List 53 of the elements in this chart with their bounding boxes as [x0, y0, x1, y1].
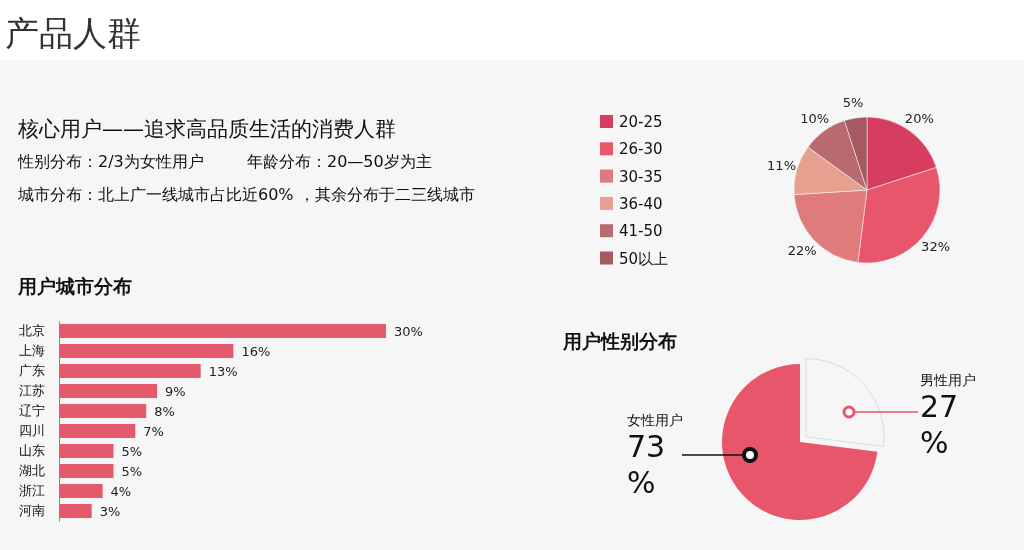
bar [59, 504, 92, 518]
legend-label: 20-25 [619, 113, 663, 131]
data-label: 11% [767, 157, 796, 173]
data-label: 32% [921, 239, 951, 255]
data-label: 73% [627, 429, 666, 500]
data-label: 7% [143, 423, 164, 439]
bar [59, 344, 234, 358]
legend-label: 30-35 [619, 167, 663, 186]
text: 年龄分布：20—50岁为主 [247, 152, 432, 171]
y-tick-label: 浙江 [19, 483, 45, 499]
legend-label: 36-40 [619, 194, 663, 213]
y-tick-label: 河南 [19, 503, 45, 519]
legend-label: 50以上 [619, 249, 669, 268]
data-label: 3% [99, 503, 121, 519]
y-tick-label: 辽宁 [19, 403, 45, 419]
data-label: 5% [121, 463, 143, 479]
data-label: 13% [208, 363, 238, 379]
y-tick-label: 广东 [19, 363, 45, 379]
y-tick-label: 四川 [19, 423, 45, 439]
y-tick-label: 山东 [19, 443, 45, 459]
data-label: 30% [394, 323, 423, 339]
data-label: 22% [787, 243, 817, 259]
data-label: 9% [165, 383, 186, 399]
data-label: 5% [842, 94, 864, 110]
text: 核心用户——追求高品质生活的消费人群 [17, 117, 396, 141]
chart-title: 用户城市分布 [17, 275, 132, 297]
bar [59, 324, 386, 338]
bar [59, 464, 114, 478]
data-label: 8% [154, 403, 175, 419]
data-label: 4% [110, 483, 132, 499]
y-tick-label: 湖北 [19, 463, 45, 479]
data-label: 16% [241, 343, 271, 359]
legend-label: 26-30 [619, 140, 663, 159]
data-label: 10% [800, 110, 830, 126]
bar [59, 384, 158, 398]
bar [59, 404, 147, 418]
data-label: 5% [121, 443, 143, 459]
text: 城市分布：北上广一线城市占比近60% ，其余分布于二三线城市 [17, 185, 475, 204]
bar [59, 444, 114, 458]
legend-label: 41-50 [619, 222, 663, 241]
slice-label: 男性用户 [920, 372, 976, 388]
bar [59, 364, 201, 378]
text: 产品人群 [5, 13, 141, 53]
y-tick-label: 江苏 [19, 383, 45, 399]
data-label: 27% [920, 389, 959, 460]
y-tick-label: 北京 [19, 323, 45, 339]
y-tick-label: 上海 [19, 343, 45, 359]
bar [59, 484, 103, 498]
chart-title: 用户性别分布 [562, 330, 677, 352]
data-label: 20% [904, 110, 934, 126]
bar [59, 424, 136, 438]
text: 性别分布：2/3为女性用户 [17, 152, 204, 171]
slice-label: 女性用户 [627, 412, 683, 428]
